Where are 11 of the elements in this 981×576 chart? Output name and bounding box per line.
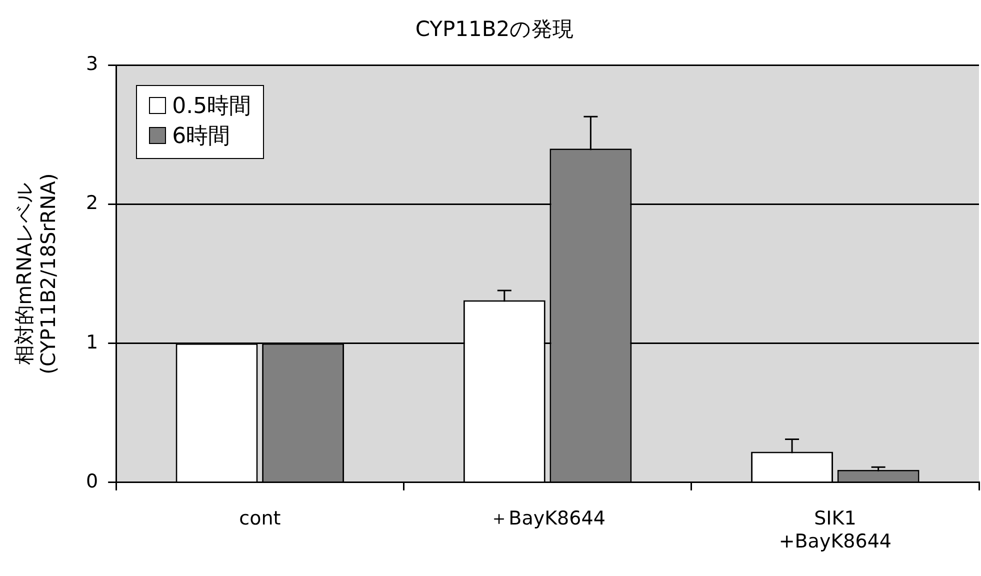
y-tick-label: 0 xyxy=(86,470,98,492)
x-tick-label: cont xyxy=(239,508,281,530)
x-tick-label: SIK1 +BayK8644 xyxy=(778,508,892,553)
legend-label: 0.5時間 xyxy=(171,93,252,122)
y-tick-label: 2 xyxy=(86,192,98,214)
legend-label: 6時間 xyxy=(171,123,232,152)
chart-title: CYP11B2の発現 xyxy=(415,17,574,42)
x-tick-label: ＋BayK8644 xyxy=(490,508,606,530)
y-axis-title: 相対的mRNAレベル (CYP11B2/18SrRNA) xyxy=(12,173,60,374)
y-tick-label: 1 xyxy=(86,331,98,354)
y-tick-label: 3 xyxy=(86,53,98,76)
